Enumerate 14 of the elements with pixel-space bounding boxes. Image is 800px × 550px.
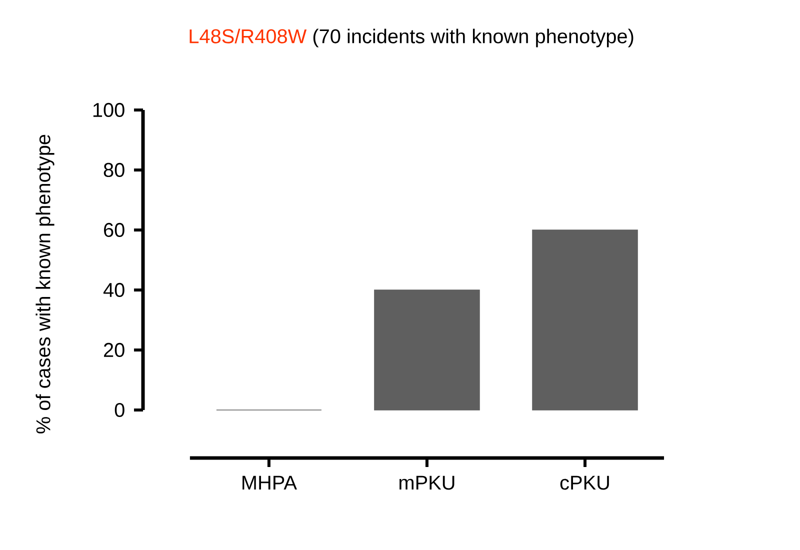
bar	[532, 230, 638, 410]
y-tick-label: 20	[104, 342, 124, 358]
y-tick-label: 80	[104, 162, 124, 178]
chart-subtitle: (70 incidents with known phenotype)	[313, 28, 634, 48]
y-tick-label: 40	[103, 282, 124, 298]
x-tick-label: MHPA	[242, 476, 297, 490]
y-axis-title: % of cases with known phenotype	[36, 134, 54, 434]
y-tick-label: 60	[104, 222, 124, 238]
y-tick-label: 0	[114, 402, 124, 418]
chart-title: L48S/R408W	[190, 28, 307, 44]
bar	[374, 290, 480, 410]
x-tick-label: cPKU	[560, 476, 609, 490]
x-tick-label: mPKU	[400, 476, 454, 490]
y-tick-label: 100	[93, 102, 124, 118]
